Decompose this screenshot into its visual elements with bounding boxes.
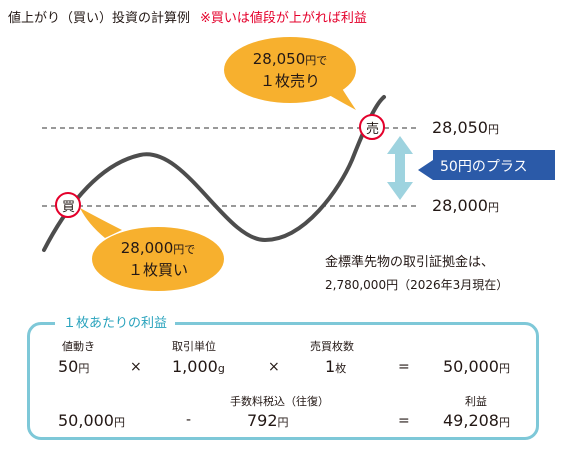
equals-op-2: =: [398, 413, 410, 429]
buy-bubble-tail: [80, 208, 122, 238]
gross-amount: 50,000円: [58, 411, 125, 430]
sell-bubble-text: 28,050円で １枚売り: [226, 49, 354, 91]
gross-amount-unit: 円: [113, 416, 125, 429]
fee-value: 792: [247, 411, 278, 430]
contracts: 1枚: [325, 357, 346, 376]
sell-marker: 売: [365, 122, 379, 137]
profit-unit: 円: [498, 416, 510, 429]
gross-result-unit: 円: [498, 362, 510, 375]
buy-bubble-text: 28,000円で １枚買い: [94, 238, 222, 280]
multiply-op-2: ×: [268, 359, 280, 375]
price-high: 28,050円: [432, 118, 499, 137]
buy-price: 28,000: [120, 239, 174, 257]
price-high-value: 28,050: [432, 118, 488, 137]
price-diagram: [42, 37, 555, 291]
label-trade-unit: 取引単位: [172, 340, 216, 353]
minus-op: -: [186, 412, 192, 428]
label-contracts: 売買枚数: [310, 340, 354, 353]
margin-note-line1: 金標準先物の取引証拠金は、: [325, 255, 495, 270]
fee-unit: 円: [277, 416, 289, 429]
price-curve: [42, 95, 386, 252]
price-low-unit: 円: [487, 201, 499, 214]
price-low: 28,000円: [432, 196, 499, 215]
sell-marker-circle: [359, 114, 385, 140]
calc-box: [27, 322, 539, 440]
price-high-unit: 円: [487, 123, 499, 136]
multiply-op-1: ×: [130, 359, 142, 375]
price-move-value: 50: [58, 357, 79, 376]
buy-quantity: １枚買い: [127, 261, 188, 279]
buy-price-unit: 円で: [173, 243, 196, 256]
profit-value: 49,208: [443, 411, 499, 430]
buy-bubble: [92, 227, 224, 291]
label-price-move: 値動き: [62, 340, 95, 353]
label-profit: 利益: [465, 395, 487, 408]
buy-marker: 買: [61, 200, 75, 215]
title-note: ※買いは値段が上がれば利益: [200, 11, 367, 26]
label-fee: 手数料税込（往復）: [230, 395, 329, 408]
page-title: 値上がり（買い）投資の計算例 ※買いは値段が上がれば利益: [8, 7, 367, 26]
fee: 792円: [247, 411, 289, 430]
gross-result-value: 50,000: [443, 357, 499, 376]
sell-quantity: １枚売り: [259, 72, 320, 90]
sell-price: 28,050: [252, 50, 306, 68]
sell-bubble: [224, 37, 356, 103]
trade-unit-unit: g: [217, 362, 225, 375]
plus-label: 50円のプラス: [440, 159, 528, 175]
price-move-unit: 円: [78, 362, 90, 375]
double-arrow: [387, 136, 413, 200]
contracts-unit: 枚: [335, 362, 347, 375]
buy-marker-circle: [55, 192, 81, 218]
profit: 49,208円: [443, 411, 510, 430]
trade-unit-value: 1,000: [172, 357, 218, 376]
trade-unit: 1,000g: [172, 357, 225, 376]
plus-box: [418, 150, 555, 180]
calc-box-title: １枚あたりの利益: [55, 312, 176, 331]
sell-price-unit: 円で: [305, 54, 328, 67]
margin-note-line2: 2,780,000円（2026年3月現在）: [325, 278, 509, 292]
title-text: 値上がり（買い）投資の計算例: [8, 11, 191, 26]
gross-amount-value: 50,000: [58, 411, 114, 430]
margin-note: 金標準先物の取引証拠金は、 2,780,000円（2026年3月現在）: [325, 252, 508, 296]
contracts-value: 1: [325, 357, 336, 376]
gross-result: 50,000円: [443, 357, 510, 376]
price-move: 50円: [58, 357, 89, 376]
price-low-value: 28,000: [432, 196, 488, 215]
equals-op-1: =: [398, 359, 410, 375]
